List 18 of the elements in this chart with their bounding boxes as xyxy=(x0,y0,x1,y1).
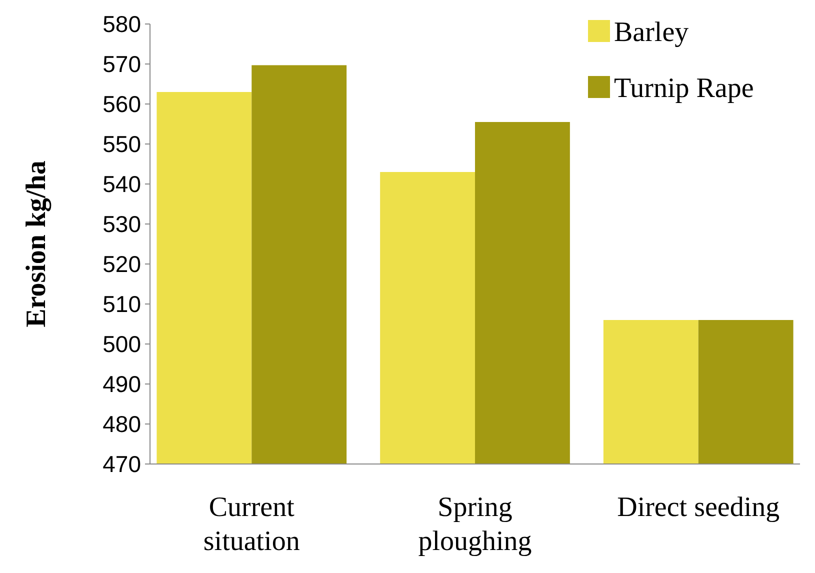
y-tick-label: 490 xyxy=(102,371,141,398)
y-tick-label: 470 xyxy=(102,451,141,478)
y-axis-title: Erosion kg/ha xyxy=(21,160,52,328)
y-tick-label: 540 xyxy=(102,171,141,198)
legend-label: Barley xyxy=(614,16,689,48)
y-tick-label: 580 xyxy=(102,11,141,38)
x-tick-label: Current situation xyxy=(203,492,300,557)
x-tick-label: Spring ploughing xyxy=(418,492,532,557)
y-tick-label: 520 xyxy=(102,251,141,278)
y-tick-label: 510 xyxy=(102,291,141,318)
y-tick-label: 530 xyxy=(102,211,141,238)
legend-label: Turnip Rape xyxy=(614,72,754,104)
y-tick-label: 550 xyxy=(102,131,141,158)
y-tick-label: 560 xyxy=(102,91,141,118)
x-tick-label: Direct seeding xyxy=(617,492,780,523)
y-tick-label: 480 xyxy=(102,411,141,438)
y-tick-label: 500 xyxy=(102,331,141,358)
y-tick-label: 570 xyxy=(102,51,141,78)
